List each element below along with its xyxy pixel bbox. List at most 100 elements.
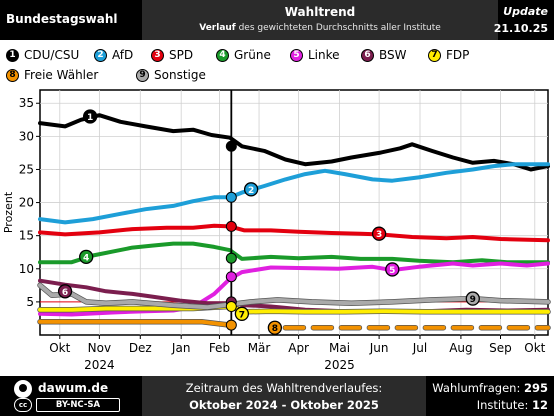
legend-item-2: 2 AfD [94,46,133,64]
series-marker-label-3: 3 [376,230,382,240]
series-marker-5 [385,262,400,277]
legend-marker-5: 5 [290,48,303,62]
legend-item-8: 8 Freie Wähler [6,66,98,84]
series-line-2 [38,162,550,225]
x-tick-label: Feb [209,341,230,355]
x-tick-label: Mär [248,341,271,355]
y-tick-label: 25 [19,162,34,176]
series-marker-1 [82,109,98,124]
election-result-dot-7 [225,301,237,313]
election-result-dot-1 [225,140,237,152]
footer-bar: dawum.de cc BY-NC-SA Zeitraum des Wahltr… [0,376,554,416]
legend-item-3: 3 SPD [151,46,193,64]
dawum-logo-icon [14,380,32,398]
year-label: 2024 [84,358,115,372]
chart-subtitle: Verlauf des gewichteten Durchschnitts al… [142,23,498,33]
x-tick-label: Okt [524,341,545,355]
series-marker-8 [267,320,283,335]
chart-title: Wahltrend [284,5,356,19]
legend-marker-4: 4 [216,48,229,62]
x-tick-label: Nov [88,341,111,355]
year-label: 2025 [324,358,355,372]
legend-item-9: 9 Sonstige [136,66,206,84]
series-marker-label-7: 7 [239,310,245,320]
legend-marker-2: 2 [94,48,107,62]
legend-marker-3: 3 [151,48,164,62]
x-tick-label: Jul [412,341,427,355]
legend-label-7: FDP [446,48,470,62]
legend-label-6: BSW [379,48,407,62]
period-value: Oktober 2024 - Oktober 2025 [189,398,379,412]
polls-count: Wahlumfragen: 295 [432,381,548,395]
y-tick-label: 10 [19,262,34,276]
legend-item-4: 4 Grüne [216,46,271,64]
series-line-3 [38,223,550,243]
legend-label-9: Sonstige [154,68,206,82]
footer-center: Zeitraum des Wahltrendverlaufes: Oktober… [142,376,426,416]
series-marker-label-4: 4 [83,253,89,263]
header-right: Update 21.10.25 [494,0,554,40]
series-line-8 [38,319,232,328]
series-marker-7 [234,306,250,321]
legend-item-1: 1 CDU/CSU [6,46,79,64]
legend-marker-9: 9 [136,68,149,82]
header-center: Wahltrend Verlauf des gewichteten Durchs… [142,0,498,40]
x-tick-label: Apr [288,341,309,355]
institutes-value: 12 [531,398,548,412]
x-tick-label: Jan [171,341,191,355]
series-marker-label-6: 6 [62,288,68,298]
update-date: 21.10.25 [493,22,548,35]
series-marker-label-9: 9 [470,295,476,305]
series-marker-2 [243,182,259,197]
legend-label-1: CDU/CSU [24,48,80,62]
y-tick-label: 35 [19,96,34,110]
series-marker-label-5: 5 [389,266,395,276]
series-line-1 [38,113,550,172]
legend-item-5: 5 Linke [290,46,340,64]
x-tick-label: Mai [329,341,350,355]
legend-marker-8: 8 [6,68,19,82]
election-title: Bundestagswahl [6,12,118,26]
period-label: Zeitraum des Wahltrendverlaufes: [185,381,383,395]
legend-item-7: 7 FDP [428,46,469,64]
y-tick-label: 20 [19,196,34,210]
series-marker-label-1: 1 [87,113,93,123]
x-tick-label: Okt [49,341,70,355]
x-tick-label: Jun [369,341,389,355]
election-result-dot-4 [225,252,237,264]
election-result-dot-3 [225,220,237,232]
x-tick-label: Dez [129,341,152,355]
chart-legend: 1 CDU/CSU 2 AfD 3 SPD 4 Grüne 5 Linke 6 BSW 7 FDP 8 Fre… [6,46,546,86]
series-line-4 [38,241,550,265]
institutes-count: Institute: 12 [477,398,548,412]
chart-area: 5 10 15 20 25 30 35 Okt Nov Dez Jan Feb Mär Apr Mai Jun… [0,86,554,376]
series-marker-3 [371,226,387,241]
polls-label: Wahlumfragen: [432,381,521,395]
series-marker-4 [79,249,94,265]
series-line-10 [38,283,550,310]
legend-marker-7: 7 [428,48,441,62]
site-link[interactable]: dawum.de [38,381,109,395]
subtitle-bold: Verlauf [199,23,236,33]
legend-label-5: Linke [308,48,340,62]
election-result-dot-8 [225,319,237,331]
polls-value: 295 [523,381,548,395]
x-tick-label: Sep [489,341,512,355]
legend-label-8: Freie Wähler [24,68,99,82]
header-left: Bundestagswahl [0,0,140,40]
license-badge[interactable]: BY-NC-SA [36,398,120,412]
cc-icon: cc [14,398,32,412]
y-tick-label: 5 [26,295,34,309]
election-result-dot-2 [225,191,237,203]
subtitle-rest: des gewichteten Durchschnitts aller Inst… [235,23,441,33]
legend-marker-1: 1 [6,48,19,62]
institutes-label: Institute: [476,398,529,412]
y-tick-label: 15 [19,229,34,243]
series-marker-6 [57,284,73,299]
legend-label-4: Grüne [234,48,271,62]
header-bar: Bundestagswahl Wahltrend Verlauf des gew… [0,0,554,40]
legend-item-6: 6 BSW [361,46,407,64]
x-tick-label: Aug [449,341,472,355]
series-marker-9 [465,291,480,306]
